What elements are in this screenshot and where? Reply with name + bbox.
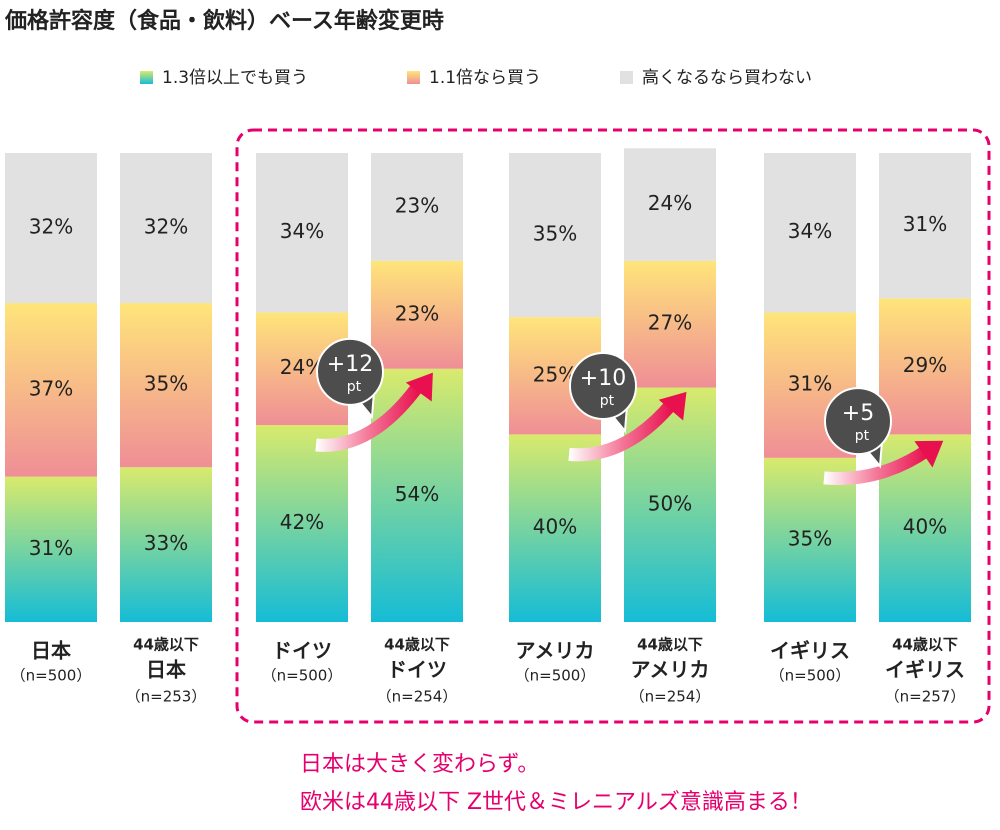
bar-segment [120,303,212,468]
highlight-frame [235,128,991,724]
bar-segment [764,153,856,313]
bar-segment [371,153,463,261]
category-label: ドイツ [387,658,447,682]
bar-segment [509,153,601,318]
sample-size: （n=254） [630,688,711,706]
value-label: 23% [395,193,439,217]
footnote: 日本は大きく変わらず。 [300,752,539,777]
bar-segment [120,467,212,622]
bar-segment [120,153,212,304]
value-label: 24% [648,191,692,215]
bar-segment [5,303,97,477]
legend-label: 高くなるなら買わない [642,68,812,88]
annotation-arrowhead [658,391,687,421]
value-label: 32% [29,215,73,239]
sample-size: （n=257） [885,688,966,706]
category-label: アメリカ [631,658,710,682]
value-label: 35% [788,526,832,550]
annotation-arrow [568,399,677,462]
bar-segment [764,457,856,622]
sample-size: （n=254） [377,688,458,706]
sample-size: （n=500） [11,667,92,685]
bar-segment [5,476,97,622]
value-label: 50% [648,491,692,515]
category-label: アメリカ [516,639,595,663]
category-label: イギリス [770,639,850,663]
value-label: 29% [903,353,947,377]
value-label: 31% [903,212,947,236]
value-label: 33% [144,531,188,555]
value-label: 34% [788,219,832,243]
category-label: イギリス [885,658,965,682]
footnote: 欧米は44歳以下 Z世代＆ミレニアルズ意識高まる！ [300,790,812,815]
sample-size: （n=253） [126,688,207,706]
category-label: 日本 [31,639,71,663]
sample-size: （n=500） [262,667,343,685]
value-label: 37% [29,376,73,400]
annotation-arrow [315,380,425,452]
annotation-label: +12 [327,352,373,377]
bar-segment [624,148,716,261]
bar-segment [624,260,716,388]
annotation-arrowhead [405,372,433,402]
bar-segment [879,153,971,299]
category-prefix: 44歳以下 [384,636,450,654]
annotation-arrow [823,444,931,485]
sample-size: （n=500） [515,667,596,685]
annotation-unit: pt [600,393,615,409]
value-label: 32% [144,215,188,239]
legend-swatch [620,71,633,84]
annotation-bubble [824,387,892,456]
legend-swatch [407,71,420,84]
annotation-unit: pt [347,379,362,395]
value-label: 31% [788,372,832,396]
chart-title: 価格許容度（食品・飲料）ベース年齢変更時 [4,8,444,34]
category-prefix: 44歳以下 [133,636,199,654]
value-label: 54% [395,482,439,506]
value-label: 34% [280,219,324,243]
annotation-unit: pt [855,428,870,444]
value-label: 31% [29,536,73,560]
value-label: 40% [533,515,577,539]
bar-segment [256,153,348,313]
category-label: 日本 [146,658,186,682]
bar-segment [256,425,348,622]
value-label: 35% [144,372,188,396]
value-label: 27% [648,311,692,335]
category-prefix: 44歳以下 [637,636,703,654]
bar-segment [509,434,601,622]
annotation-label: +10 [580,366,626,391]
bar-segment [879,298,971,435]
bar-segment [371,260,463,369]
bar-segment [5,153,97,304]
annotation-arrowhead [914,440,944,468]
value-label: 42% [280,510,324,534]
category-label: ドイツ [272,639,332,663]
value-label: 23% [395,301,439,325]
legend-label: 1.3倍以上でも買う [162,68,308,88]
sample-size: （n=500） [770,667,851,685]
annotation-bubble [569,351,637,420]
bar-segment [371,368,463,622]
value-label: 35% [533,222,577,246]
legend-label: 1.1倍なら買う [429,68,541,88]
legend-swatch [140,71,153,84]
value-label: 40% [903,515,947,539]
category-prefix: 44歳以下 [892,636,958,654]
annotation-label: +5 [842,401,874,426]
annotation-bubble [316,337,384,406]
